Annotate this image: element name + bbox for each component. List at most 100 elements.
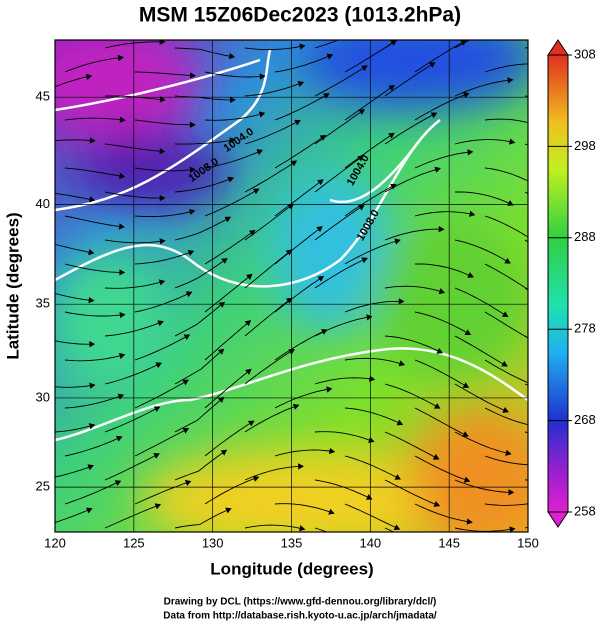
stream-arrow [509, 526, 516, 532]
stream-arrow [114, 480, 122, 486]
stream-arrow [117, 393, 125, 400]
stream-arrow [290, 160, 298, 167]
streamline [414, 151, 473, 169]
stream-arrow [189, 121, 196, 128]
stream-arrow [221, 258, 228, 264]
stream-arrow [259, 73, 266, 80]
stream-arrow [537, 424, 542, 429]
streamline [454, 383, 509, 413]
stream-arrow [285, 249, 293, 256]
streamline [274, 135, 326, 169]
credit: Data from http://database.rish.kyoto-u.a… [163, 611, 437, 622]
stream-arrow [358, 204, 365, 211]
stream-arrow [187, 249, 195, 256]
stream-arrow [252, 475, 260, 482]
stream-arrow [394, 474, 402, 480]
streamline [104, 504, 161, 529]
stream-arrow [118, 352, 126, 359]
stream-arrow [369, 375, 376, 382]
stream-arrow [88, 423, 96, 430]
stream-arrow [579, 469, 584, 474]
stream-arrow [466, 518, 473, 525]
stream-arrow [159, 148, 166, 155]
streamline [174, 138, 235, 145]
streamline [64, 480, 121, 505]
streamline [204, 149, 263, 169]
streamline [414, 40, 467, 73]
streamline [314, 65, 368, 97]
stream-arrow [433, 403, 441, 409]
stream-arrow [326, 386, 333, 393]
stream-arrow [89, 341, 96, 348]
streamline [244, 81, 304, 97]
streamline [484, 167, 528, 182]
streamline [344, 357, 405, 366]
streamline [104, 239, 165, 244]
stream-arrow [299, 43, 306, 50]
streamline [134, 334, 190, 361]
colorbar-tick-label: 298 [574, 138, 596, 153]
stream-arrow [248, 229, 256, 236]
stream-arrow [438, 226, 445, 233]
x-tick-label: 125 [123, 535, 145, 550]
stream-arrow [390, 40, 397, 46]
stream-arrow [294, 119, 301, 126]
stream-arrow [463, 476, 471, 483]
stream-arrow [189, 166, 196, 174]
stream-arrow [159, 96, 166, 103]
streamline [414, 455, 470, 482]
streamline [454, 287, 508, 317]
stream-arrow [292, 403, 300, 410]
streamline [204, 476, 259, 505]
streamline [174, 397, 224, 433]
streamline [274, 276, 324, 313]
streamline [454, 527, 515, 532]
stream-arrow [501, 311, 509, 317]
streamline [314, 377, 375, 385]
stream-arrow [580, 432, 585, 437]
stream-arrow [430, 112, 438, 119]
stream-arrow [398, 298, 405, 305]
stream-arrow [258, 111, 266, 118]
stream-arrow [157, 320, 164, 327]
y-tick-label: 45 [36, 89, 50, 104]
stream-arrow [220, 449, 228, 456]
streamline [244, 349, 295, 385]
streamline [384, 228, 444, 241]
stream-arrow [217, 348, 225, 355]
streamline [174, 348, 224, 385]
streamline [174, 258, 228, 289]
streamline [344, 40, 397, 73]
streamline [134, 379, 189, 409]
stream-arrow [189, 72, 196, 79]
stream-arrow [153, 406, 161, 412]
stream-arrow [540, 499, 545, 504]
stream-arrow [158, 279, 166, 286]
stream-arrow [256, 149, 263, 156]
stream-arrow [154, 503, 162, 510]
stream-arrow [247, 420, 255, 427]
colorbar-tick-label: 288 [574, 229, 596, 244]
stream-arrow [436, 347, 443, 354]
stream-arrow [321, 329, 328, 335]
streamline [244, 249, 292, 289]
stream-arrow [159, 194, 166, 202]
streamline [104, 406, 160, 433]
streamline [344, 503, 400, 530]
stream-arrow [534, 383, 539, 388]
stream-arrow [119, 312, 126, 319]
title: MSM 15Z06Dec2023 (1013.2hPa) [139, 4, 461, 27]
stream-arrow [462, 431, 469, 437]
stream-arrow [429, 62, 436, 68]
streamline [454, 239, 511, 264]
stream-arrow [89, 382, 96, 389]
streamline [64, 311, 125, 317]
streamline [104, 41, 165, 49]
streamline [384, 285, 445, 294]
streamline [174, 47, 235, 58]
stream-arrow [185, 291, 193, 298]
colorbar-tick-label: 268 [574, 412, 596, 427]
stream-arrow [361, 65, 368, 72]
stream-arrow [393, 524, 401, 531]
